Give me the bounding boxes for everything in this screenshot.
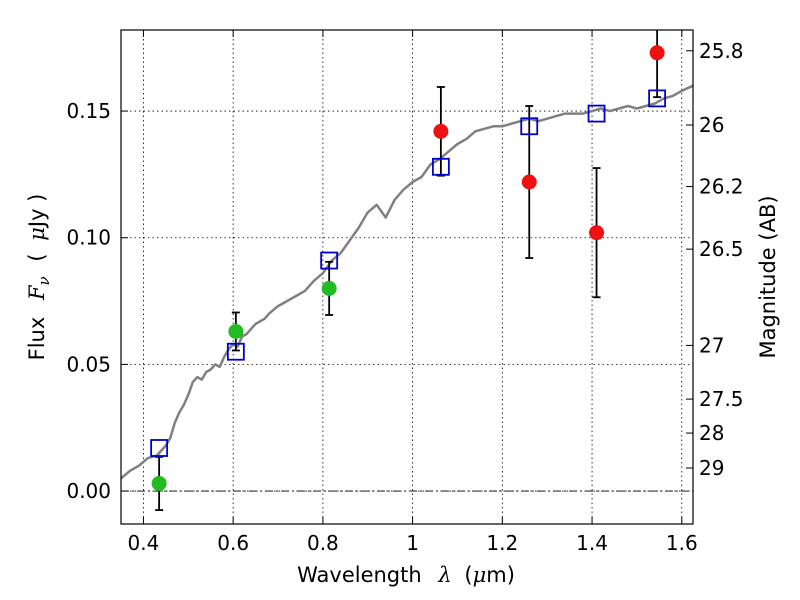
- y-axis-unit-rest: Jy ): [25, 194, 49, 230]
- y2-tick-label: 26: [699, 113, 724, 137]
- x-tick-label: 1: [406, 531, 419, 555]
- flux-point-marker: [649, 45, 665, 61]
- y-axis-label: Flux: [25, 317, 49, 361]
- y-tick-label: 0.15: [66, 99, 111, 123]
- grid-lines: [121, 30, 693, 524]
- x-axis-unit-open: (: [464, 563, 472, 587]
- y2-tick-label: 26.5: [699, 237, 744, 261]
- model-square-marker: [320, 251, 339, 270]
- flux-point-marker: [433, 123, 449, 139]
- model-square-marker: [587, 104, 606, 123]
- y-axis-subscript: ν: [35, 276, 53, 285]
- axis-ticks: 0.4 0.6 0.8 1 1.2 1.4 1.6 0.00 0.05 0.10 0.15 25.8 2…: [66, 30, 744, 555]
- x-tick-label: 1.6: [666, 531, 698, 555]
- y-axis-unit-mu: μ: [25, 227, 49, 241]
- flux-point-marker: [321, 280, 337, 296]
- x-axis-label: Wavelength: [297, 563, 422, 587]
- template-spectrum-line: [121, 84, 693, 480]
- x-axis-symbol: λ: [437, 563, 451, 587]
- x-tick-label: 0.8: [307, 531, 339, 555]
- model-square-marker: [150, 439, 169, 457]
- x-axis-unit-mu: μ: [473, 563, 487, 587]
- model-square-marker: [226, 342, 245, 361]
- y2-tick-label: 29: [699, 456, 724, 480]
- y2-tick-label: 27: [699, 333, 724, 357]
- x-tick-label: 0.4: [128, 531, 160, 555]
- x-tick-label: 0.6: [217, 531, 249, 555]
- x-tick-label: 1.4: [576, 531, 608, 555]
- y-axis-title: Flux Fν ( μJy ): [25, 194, 54, 361]
- flux-point-marker: [521, 174, 537, 190]
- y2-tick-label: 28: [699, 421, 724, 445]
- y2-tick-label: 25.8: [699, 39, 744, 63]
- y2-axis-title: Magnitude (AB): [756, 195, 780, 358]
- x-axis-unit-rest: m): [486, 563, 515, 587]
- y2-tick-label: 26.2: [699, 175, 744, 199]
- model-square-marker: [520, 117, 539, 136]
- x-tick-label: 1.2: [486, 531, 518, 555]
- y-tick-label: 0.05: [66, 352, 111, 376]
- plot-series: [121, 30, 693, 511]
- x-axis-title: Wavelength λ (μm): [297, 563, 515, 587]
- flux-point-marker: [228, 323, 244, 339]
- y-axis-unit-open: (: [25, 253, 49, 261]
- model-square-marker: [431, 157, 450, 176]
- y2-tick-label: 27.5: [699, 387, 744, 411]
- model-square-marker: [648, 89, 667, 108]
- plot-frame: [120, 29, 694, 525]
- y-tick-label: 0.10: [66, 226, 111, 250]
- flux-point-marker: [589, 225, 605, 241]
- y-tick-label: 0.00: [66, 479, 111, 503]
- y-axis-symbol: F: [25, 284, 49, 301]
- flux-point-marker: [151, 475, 167, 491]
